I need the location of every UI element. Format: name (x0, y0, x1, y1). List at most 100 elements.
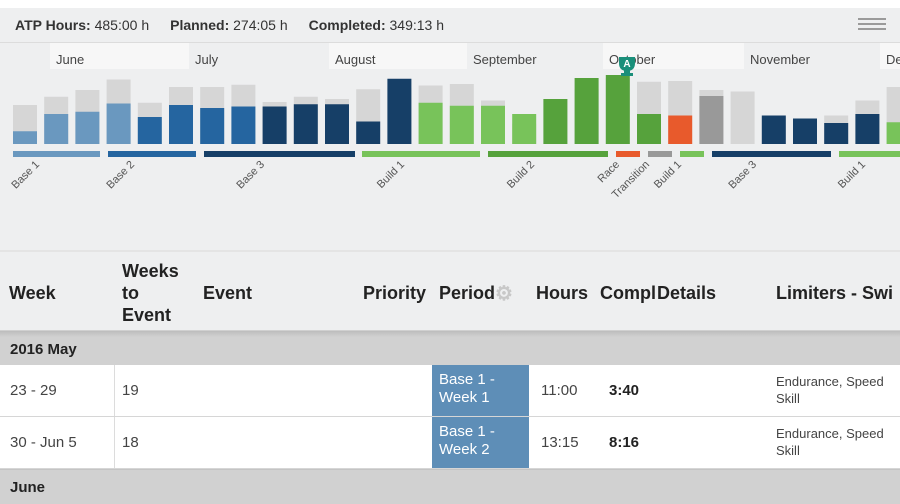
atp-hours-stat: ATP Hours: 485:00 h (15, 17, 150, 33)
table-header: Week Weeks to Event Event Priority Perio… (0, 252, 900, 331)
period-cell[interactable]: Base 1 - Week 2 (432, 417, 529, 468)
completed-bar (481, 105, 505, 144)
completed-bar (793, 118, 817, 144)
completed-bar (293, 104, 318, 144)
phase-strip (680, 151, 704, 157)
completed-stat: Completed: 349:13 h (308, 17, 445, 33)
month-label: De (886, 52, 900, 67)
completed-bar (886, 122, 900, 144)
limiters-line2: Skill (776, 443, 800, 458)
limiters-cell: Endurance, Speed Skill (776, 373, 884, 407)
month-band (880, 43, 900, 69)
hours-cell: 11:00 (541, 382, 578, 399)
phase-strip (648, 151, 672, 157)
menu-icon[interactable] (858, 18, 886, 32)
completed-bar (824, 123, 849, 144)
planned-stat: Planned: 274:05 h (170, 17, 288, 33)
gear-icon[interactable]: ⚙ (495, 283, 513, 305)
period-cell[interactable]: Base 1 - Week 1 (432, 365, 529, 416)
table-row[interactable]: 30 - Jun 5 18 Base 1 - Week 2 13:15 8:16… (0, 417, 900, 469)
weeks-to-event-cell: 18 (122, 434, 139, 451)
trophy-icon (619, 57, 635, 71)
summary-bar: ATP Hours: 485:00 h Planned: 274:05 h Co… (0, 8, 900, 43)
limiters-line1: Endurance, Speed (776, 426, 884, 441)
race-badge: A (623, 59, 630, 70)
phase-label: Build 1 (652, 159, 684, 191)
completed-bar (574, 78, 599, 144)
col-weeks-to-event[interactable]: Weeks to Event (122, 260, 179, 326)
completed-bar (325, 104, 349, 144)
annual-plan-chart: JuneJulyAugustSeptemberOctoberNovemberDe… (0, 43, 900, 250)
col-event[interactable]: Event (203, 283, 253, 303)
col-limiters[interactable]: Limiters - Swi (776, 283, 894, 303)
completed-bar (44, 114, 69, 144)
completed-bar (668, 115, 693, 144)
completed-bar (387, 78, 412, 144)
completed-bar (75, 111, 100, 144)
trophy-icon-base (621, 73, 633, 76)
column-separator (114, 417, 115, 468)
completed-bar (169, 105, 193, 144)
completed-bar (231, 106, 256, 144)
month-label: September (473, 52, 537, 67)
col-period[interactable]: Period⚙ (439, 282, 513, 305)
completed-bar (449, 105, 474, 144)
completed-bar (605, 75, 630, 144)
period-line2: Week 2 (439, 441, 490, 458)
phase-strip (488, 151, 608, 157)
column-separator (114, 365, 115, 416)
col-priority[interactable]: Priority (363, 283, 427, 303)
phase-strip (712, 151, 831, 157)
completed-bar (106, 103, 131, 144)
col-week[interactable]: Week (9, 283, 56, 303)
completed-bar (637, 114, 661, 144)
phase-strip (108, 151, 196, 157)
weeks-to-event-cell: 19 (122, 382, 139, 399)
col-weeks-to-event-line2: to (122, 283, 139, 303)
group-label: June (10, 479, 46, 496)
trophy-icon-stem (624, 70, 630, 73)
phase-label: Base 3 (234, 159, 267, 192)
completed-bar (699, 96, 724, 144)
phase-label: Race (595, 159, 622, 186)
compl-cell: 3:40 (609, 382, 640, 399)
completed-bar (512, 114, 537, 144)
completed-bar (200, 108, 225, 144)
limiters-line1: Endurance, Speed (776, 374, 884, 389)
phase-label: Base 2 (104, 159, 137, 192)
completed-bar (137, 117, 162, 144)
phase-label: Build 2 (505, 159, 537, 191)
limiters-line2: Skill (776, 391, 800, 406)
month-label: November (750, 52, 811, 67)
col-hours[interactable]: Hours (536, 283, 589, 303)
week-cell: 30 - Jun 5 (10, 434, 77, 451)
period-line1: Base 1 - (439, 371, 495, 388)
limiters-cell: Endurance, Speed Skill (776, 425, 884, 459)
completed-bar (356, 121, 381, 144)
col-weeks-to-event-line1: Weeks (122, 261, 179, 281)
period-line1: Base 1 - (439, 423, 495, 440)
phase-label: Base 1 (9, 159, 42, 192)
phase-label: Base 3 (726, 159, 759, 192)
phase-strip (362, 151, 480, 157)
planned-bar (730, 91, 755, 144)
compl-cell: 8:16 (609, 434, 640, 451)
hours-cell: 13:15 (541, 434, 579, 451)
col-details[interactable]: Details (657, 283, 717, 303)
phase-strip (13, 151, 100, 157)
month-label: July (195, 52, 219, 67)
phase-label: Build 1 (836, 159, 868, 191)
phase-strip (204, 151, 355, 157)
phase-strip (616, 151, 640, 157)
month-label: August (335, 52, 376, 67)
table-row[interactable]: 23 - 29 19 Base 1 - Week 1 11:00 3:40 En… (0, 365, 900, 417)
month-label: June (56, 52, 84, 67)
col-compl[interactable]: Compl (600, 283, 656, 303)
period-line2: Week 1 (439, 389, 490, 406)
completed-bar (262, 106, 287, 144)
month-band (329, 43, 467, 69)
completed-bar (418, 102, 443, 144)
completed-bar (855, 114, 880, 144)
completed-bar (13, 131, 37, 144)
chart-divider (0, 250, 900, 252)
